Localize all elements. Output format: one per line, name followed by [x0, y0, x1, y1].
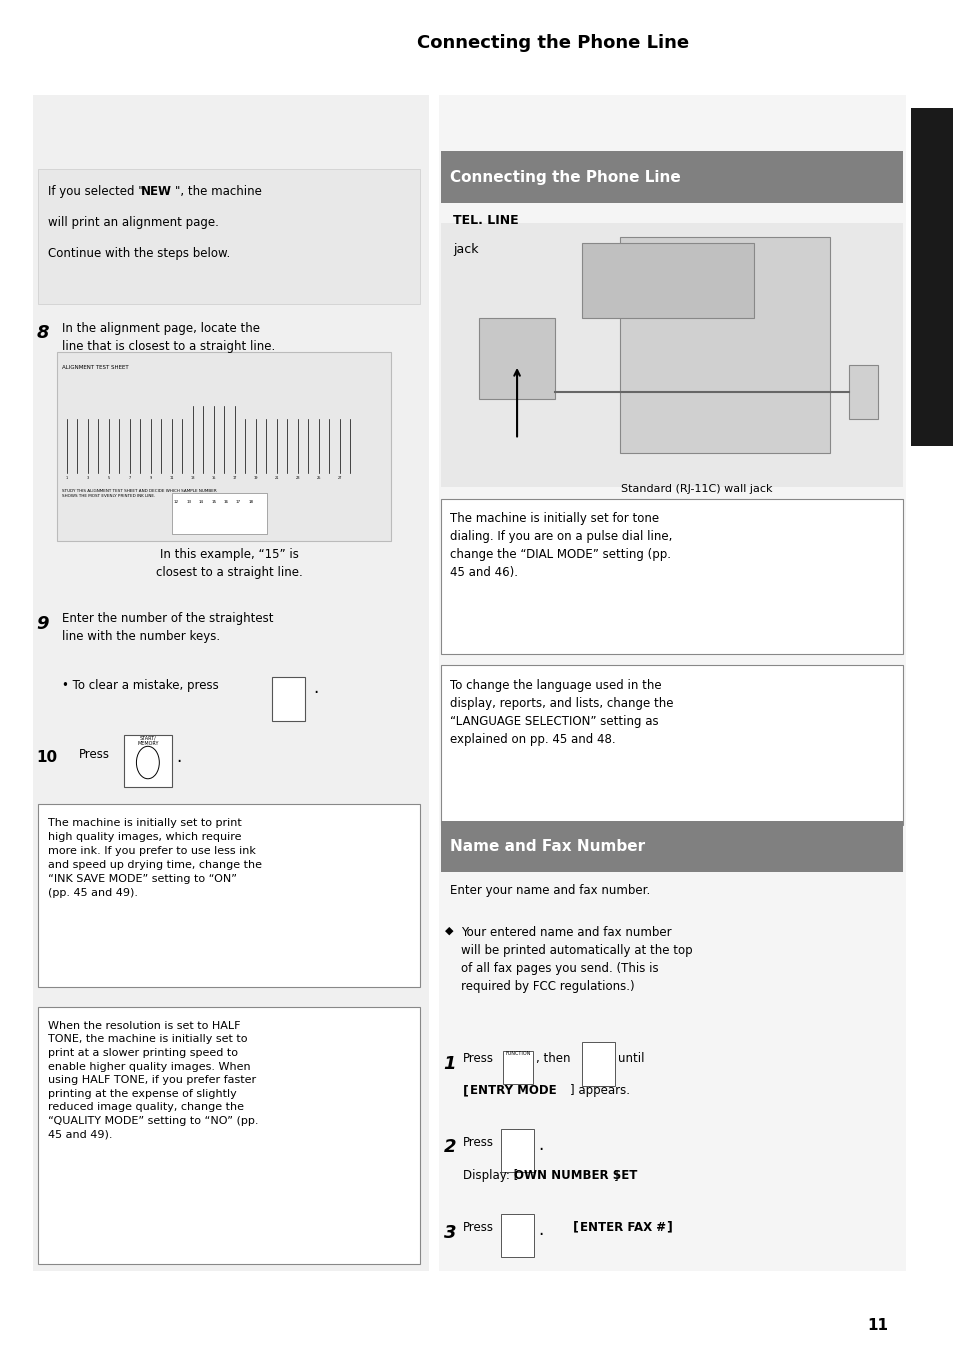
FancyBboxPatch shape: [502, 1051, 533, 1084]
Text: ALIGNMENT TEST SHEET: ALIGNMENT TEST SHEET: [62, 365, 129, 370]
FancyBboxPatch shape: [581, 1042, 615, 1086]
Circle shape: [136, 746, 159, 779]
Text: 1: 1: [443, 1055, 456, 1072]
Text: 17: 17: [235, 500, 241, 504]
FancyBboxPatch shape: [38, 804, 419, 987]
Text: 5: 5: [108, 476, 110, 480]
Text: The machine is initially set to print
high quality images, which require
more in: The machine is initially set to print hi…: [48, 818, 261, 898]
Text: 10: 10: [36, 750, 57, 765]
Text: Continue with the steps below.: Continue with the steps below.: [48, 247, 230, 261]
Text: .: .: [537, 1136, 543, 1153]
Text: STUDY THIS ALIGNMENT TEST SHEET AND DECIDE WHICH SAMPLE NUMBER
SHOWS THE MOST EV: STUDY THIS ALIGNMENT TEST SHEET AND DECI…: [62, 489, 216, 498]
Text: Standard (RJ-11C) wall jack: Standard (RJ-11C) wall jack: [620, 484, 771, 493]
FancyBboxPatch shape: [500, 1214, 534, 1257]
FancyBboxPatch shape: [581, 243, 753, 318]
Text: 13: 13: [191, 476, 194, 480]
Text: .: .: [537, 1221, 543, 1238]
Text: ]: ]: [665, 1221, 671, 1234]
Text: ] appears.: ] appears.: [570, 1084, 630, 1098]
Text: 27: 27: [337, 476, 341, 480]
Text: will print an alignment page.: will print an alignment page.: [48, 216, 218, 230]
Text: ENTER FAX #: ENTER FAX #: [579, 1221, 665, 1234]
Text: Connecting the Phone Line: Connecting the Phone Line: [450, 169, 680, 185]
Text: 12: 12: [173, 500, 179, 504]
Text: Enter the number of the straightest
line with the number keys.: Enter the number of the straightest line…: [62, 612, 274, 644]
FancyBboxPatch shape: [124, 735, 172, 787]
Text: [: [: [462, 1084, 468, 1098]
Text: ENTRY MODE: ENTRY MODE: [470, 1084, 557, 1098]
Text: When the resolution is set to HALF
TONE, the machine is initially set to
print a: When the resolution is set to HALF TONE,…: [48, 1021, 258, 1140]
Text: Name and Fax Number: Name and Fax Number: [450, 838, 645, 854]
Text: 9: 9: [36, 615, 49, 633]
Text: 15: 15: [212, 476, 215, 480]
Text: START/
MEMORY: START/ MEMORY: [137, 735, 158, 746]
FancyBboxPatch shape: [57, 352, 391, 541]
Text: 23: 23: [295, 476, 299, 480]
FancyBboxPatch shape: [478, 318, 555, 399]
Text: 21: 21: [274, 476, 278, 480]
Text: 19: 19: [253, 476, 257, 480]
Text: ]: ]: [613, 1169, 618, 1183]
Text: NEW: NEW: [141, 185, 172, 199]
Text: 3: 3: [87, 476, 89, 480]
Text: 18: 18: [248, 500, 253, 504]
FancyBboxPatch shape: [33, 95, 429, 1271]
FancyBboxPatch shape: [910, 108, 953, 446]
FancyBboxPatch shape: [440, 223, 902, 487]
Text: 1. Installation: 1. Installation: [926, 237, 937, 318]
Text: .: .: [313, 679, 318, 696]
Text: .: .: [176, 748, 182, 765]
FancyBboxPatch shape: [848, 365, 877, 419]
FancyBboxPatch shape: [440, 499, 902, 654]
Text: Press: Press: [79, 748, 110, 761]
Text: Enter your name and fax number.: Enter your name and fax number.: [450, 884, 650, 898]
Text: until: until: [618, 1052, 644, 1065]
Text: Press: Press: [462, 1136, 493, 1149]
Text: 15: 15: [211, 500, 216, 504]
Text: 3: 3: [443, 1224, 456, 1241]
Text: [: [: [572, 1221, 578, 1234]
Text: 11: 11: [170, 476, 173, 480]
FancyBboxPatch shape: [438, 95, 905, 1271]
FancyBboxPatch shape: [272, 677, 305, 721]
FancyBboxPatch shape: [440, 665, 902, 825]
Text: OWN NUMBER SET: OWN NUMBER SET: [514, 1169, 637, 1183]
Text: • To clear a mistake, press: • To clear a mistake, press: [62, 679, 218, 692]
Text: To change the language used in the
display, reports, and lists, change the
“LANG: To change the language used in the displ…: [450, 679, 673, 746]
Text: 16: 16: [223, 500, 229, 504]
Text: ", the machine: ", the machine: [174, 185, 261, 199]
Text: 1: 1: [66, 476, 68, 480]
Text: 2: 2: [443, 1138, 456, 1156]
FancyBboxPatch shape: [440, 821, 902, 872]
FancyBboxPatch shape: [440, 151, 902, 203]
Text: 11: 11: [866, 1318, 887, 1333]
Text: , then: , then: [536, 1052, 570, 1065]
Text: ◆: ◆: [444, 926, 453, 936]
FancyBboxPatch shape: [38, 1007, 419, 1264]
Text: 13: 13: [186, 500, 192, 504]
FancyBboxPatch shape: [38, 169, 419, 304]
Text: Press: Press: [462, 1221, 493, 1234]
FancyBboxPatch shape: [500, 1129, 534, 1172]
Text: Connecting the Phone Line: Connecting the Phone Line: [416, 34, 689, 51]
Text: jack: jack: [453, 243, 478, 257]
Text: 7: 7: [129, 476, 131, 480]
Text: Your entered name and fax number
will be printed automatically at the top
of all: Your entered name and fax number will be…: [460, 926, 692, 994]
Text: In the alignment page, locate the
line that is closest to a straight line.: In the alignment page, locate the line t…: [62, 322, 275, 353]
Text: FUNCTION: FUNCTION: [505, 1051, 530, 1056]
Text: Press: Press: [462, 1052, 493, 1065]
Text: Display: [: Display: [: [462, 1169, 517, 1183]
Text: 14: 14: [198, 500, 204, 504]
Text: TEL. LINE: TEL. LINE: [453, 214, 518, 227]
Text: In this example, “15” is
closest to a straight line.: In this example, “15” is closest to a st…: [155, 548, 302, 579]
Text: The machine is initially set for tone
dialing. If you are on a pulse dial line,
: The machine is initially set for tone di…: [450, 512, 672, 580]
Text: 8: 8: [36, 324, 49, 342]
Text: If you selected ": If you selected ": [48, 185, 143, 199]
FancyBboxPatch shape: [619, 237, 829, 453]
Text: 25: 25: [316, 476, 320, 480]
FancyBboxPatch shape: [172, 493, 267, 534]
Text: 9: 9: [150, 476, 152, 480]
Text: 17: 17: [233, 476, 236, 480]
